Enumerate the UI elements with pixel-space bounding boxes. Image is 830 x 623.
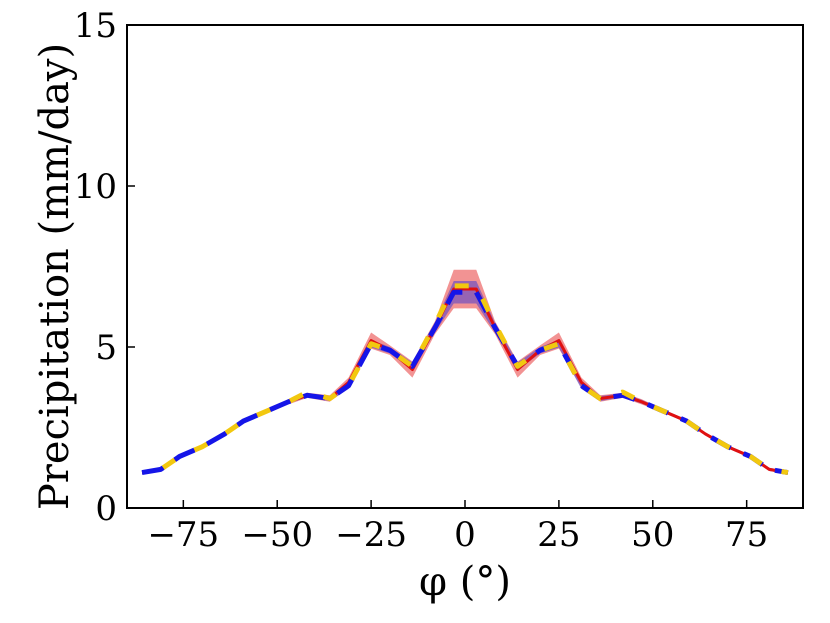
series-lines (141, 283, 789, 476)
y-axis: 0 5 10 15 (74, 6, 135, 529)
uncertainty-bands (142, 269, 788, 475)
y-tick-label: 15 (74, 6, 117, 46)
series-3-line (141, 283, 789, 476)
y-tick-label: 5 (95, 328, 117, 368)
x-tick-label: −50 (241, 515, 313, 555)
x-tick-label: 0 (454, 515, 476, 555)
x-tick-label: −75 (147, 515, 219, 555)
series-1-line (141, 287, 789, 475)
y-tick-label: 10 (74, 167, 117, 207)
x-axis-label: φ (°) (419, 559, 511, 605)
x-tick-label: 50 (631, 515, 674, 555)
x-tick-label: 25 (537, 515, 580, 555)
series-2-band (142, 280, 788, 475)
x-tick-label: −25 (335, 515, 407, 555)
x-tick-label: 75 (725, 515, 768, 555)
series-2-line (141, 289, 789, 476)
y-axis-label: Precipitation (mm/day) (32, 43, 78, 510)
y-tick-label: 0 (95, 489, 117, 529)
plot-frame (126, 24, 804, 509)
x-axis: −75 −50 −25 0 25 50 75 (147, 500, 768, 555)
